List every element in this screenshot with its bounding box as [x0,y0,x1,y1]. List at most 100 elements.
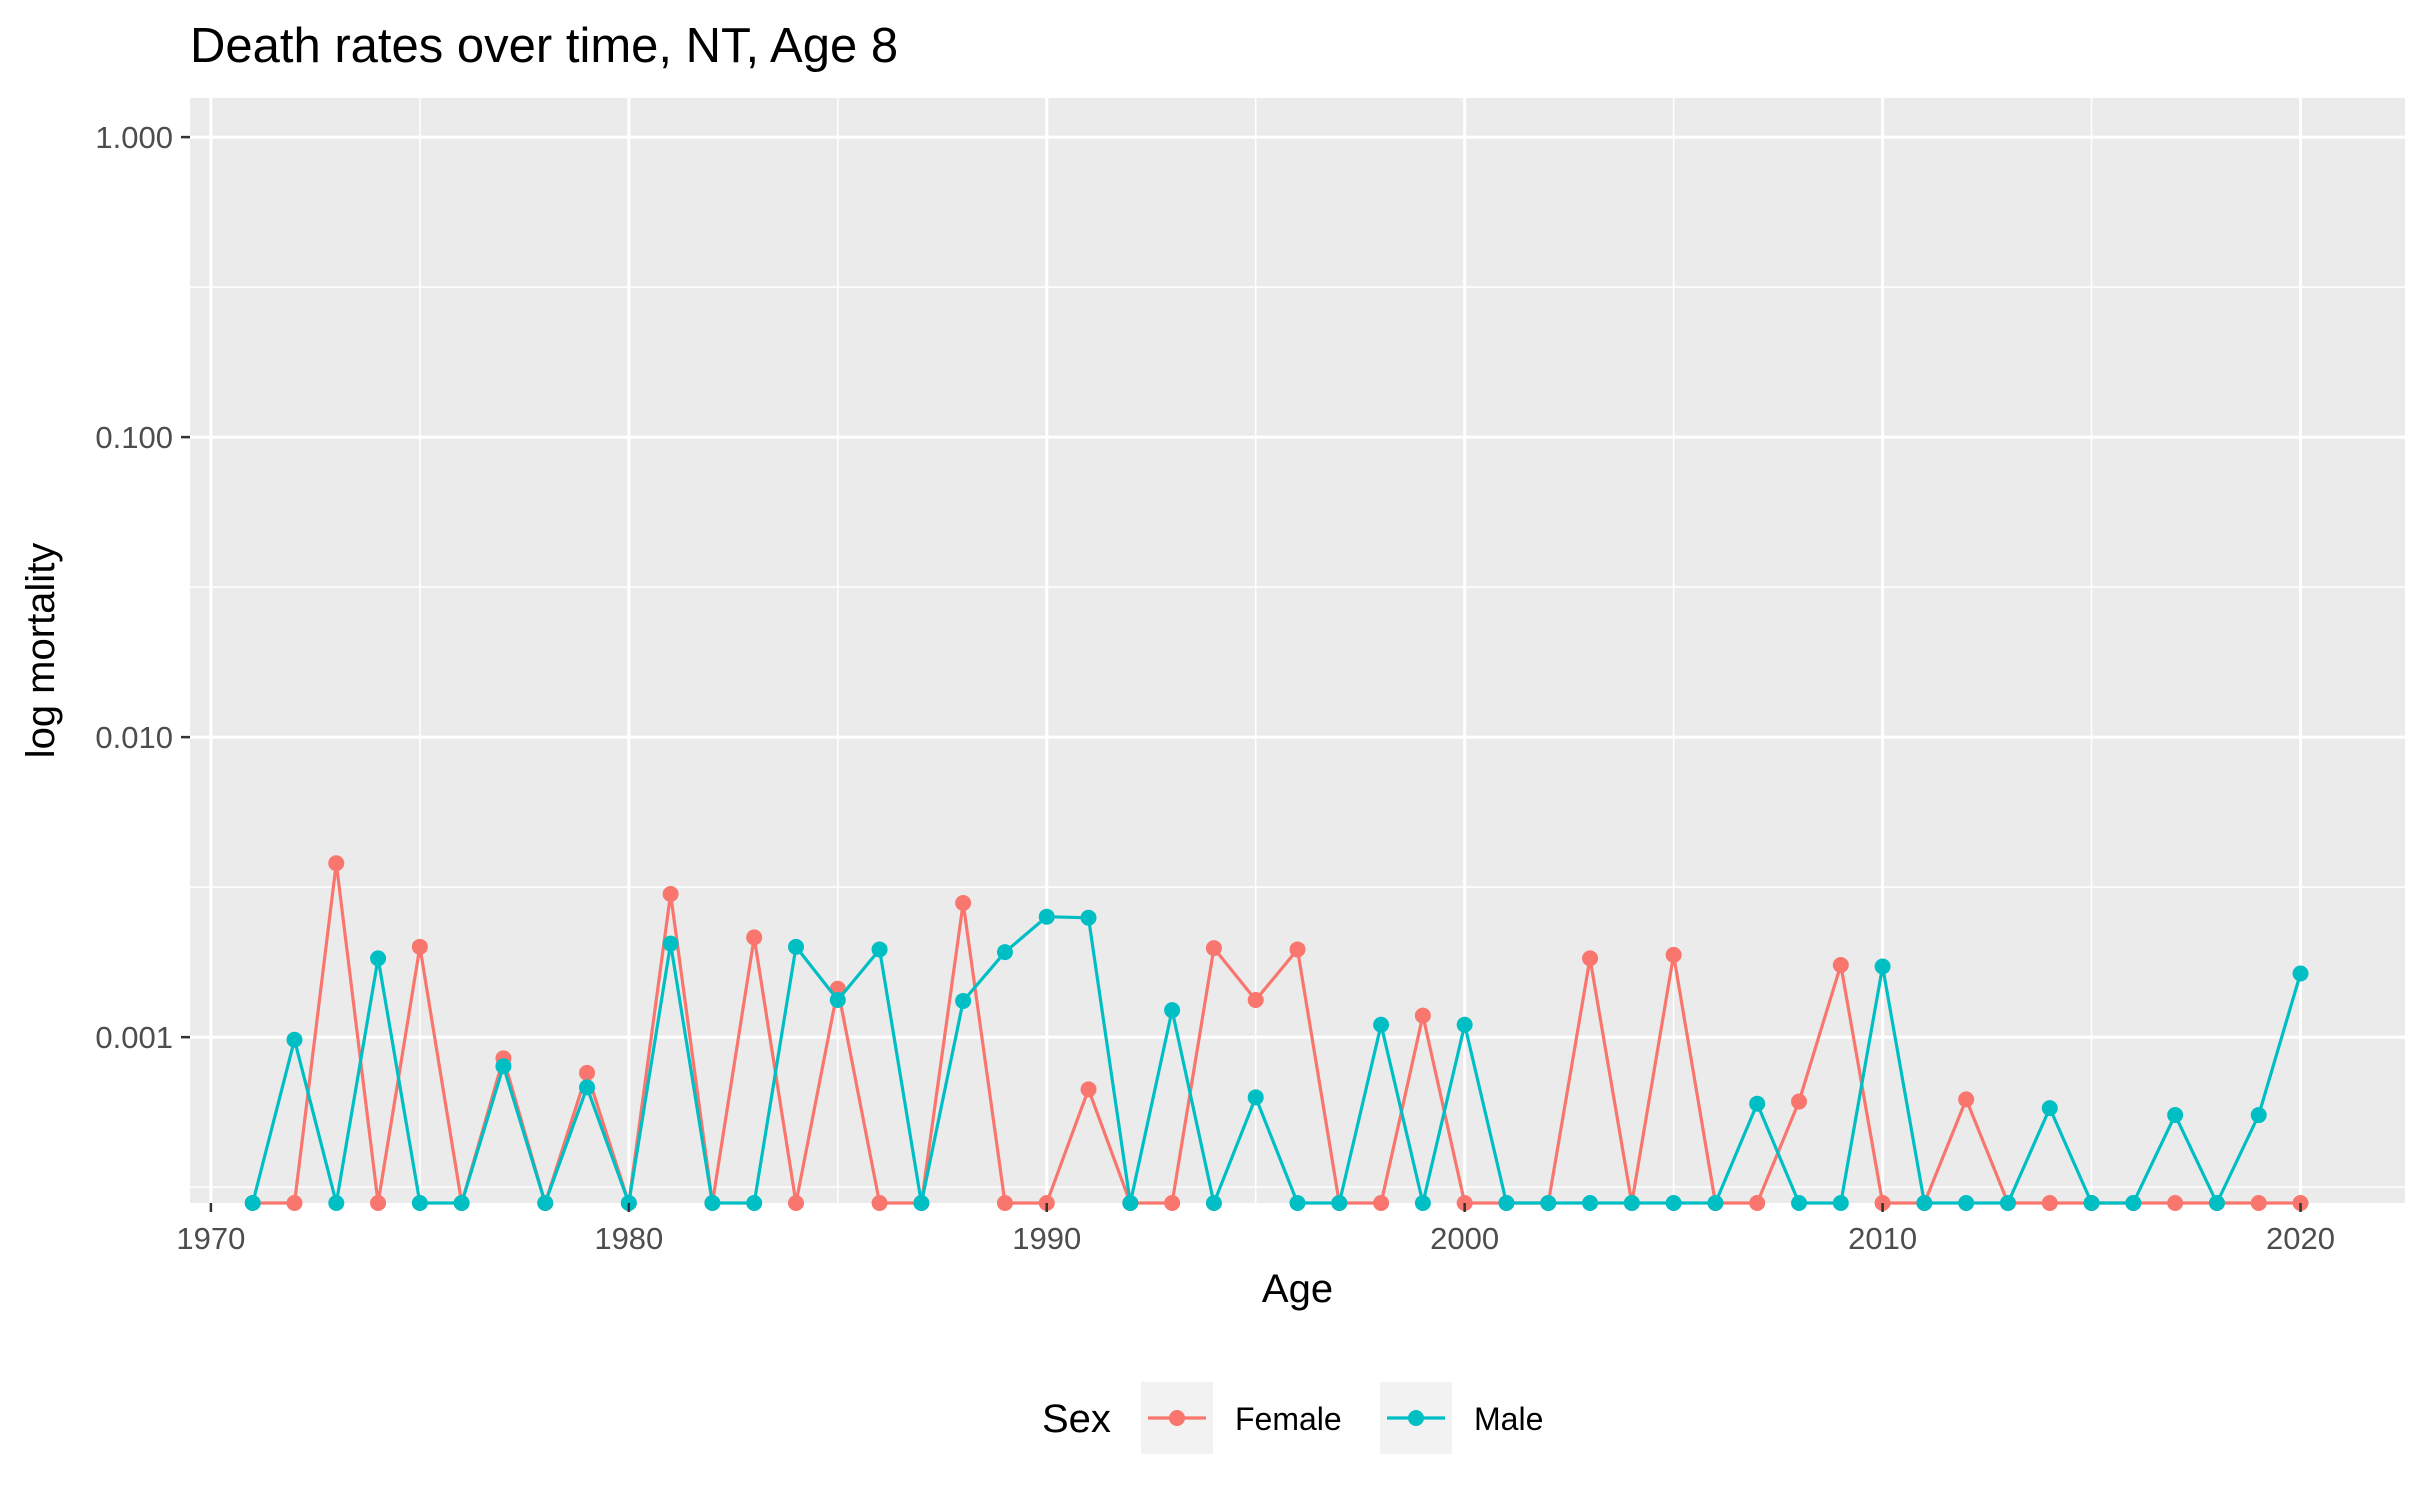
data-point-male [2041,1100,2058,1117]
legend: Sex Female Male [1042,1382,1543,1454]
data-point-female [1164,1195,1181,1211]
x-tick-label: 1970 [176,1221,245,1256]
data-point-male [537,1195,554,1211]
x-tick-label: 2010 [1848,1221,1917,1256]
data-point-female [1749,1195,1766,1211]
y-tick-label: 1.000 [95,120,173,155]
data-point-male [2083,1195,2100,1211]
legend-label-female: Female [1235,1401,1342,1437]
data-point-male [579,1079,596,1096]
data-point-male [996,944,1013,961]
data-point-male [1749,1095,1766,1112]
data-point-male [871,941,888,958]
data-point-male [1707,1195,1724,1211]
data-point-female [579,1064,596,1081]
chart-title: Death rates over time, NT, Age 8 [190,19,898,73]
data-point-female [370,1195,387,1211]
legend-label-male: Male [1474,1401,1543,1437]
data-point-male [2208,1195,2225,1211]
data-point-male [1456,1016,1473,1033]
data-point-female [787,1195,804,1211]
data-point-female [2167,1195,2184,1211]
legend-key-point [1169,1410,1185,1426]
series-male [244,908,2309,1211]
data-point-female [1832,956,1849,973]
data-point-female [871,1195,888,1211]
series-layer [244,855,2309,1211]
data-point-male [453,1195,470,1211]
data-point-male [746,1195,763,1211]
data-point-male [1874,958,1891,975]
data-point-male [1038,908,1055,925]
data-point-male [1331,1195,1348,1211]
data-point-female [955,894,972,911]
data-point-female [1665,946,1682,963]
data-point-male [1164,1002,1181,1019]
data-point-male [1999,1195,2016,1211]
data-point-male [1122,1195,1139,1211]
data-point-male [370,950,387,967]
data-point-female [411,938,428,955]
data-point-male [1080,909,1097,926]
data-point-male [1665,1195,1682,1211]
data-point-male [1582,1195,1599,1211]
x-tick-label: 2000 [1430,1221,1499,1256]
data-point-female [1958,1091,1975,1108]
data-point-female [1791,1093,1808,1110]
data-point-female [1373,1195,1390,1211]
data-point-female [286,1195,303,1211]
data-point-male [1916,1195,1933,1211]
axes: 1970 1980 1990 2000 2010 2020 0.001 0.010 0.100 1… [95,120,2335,1256]
x-tick-label: 2020 [2266,1221,2335,1256]
data-point-male [704,1195,721,1211]
y-tick-label: 0.001 [95,1020,173,1055]
y-axis-title: log mortality [19,543,63,759]
x-axis-title: Age [1262,1267,1333,1311]
data-point-female [1582,950,1599,967]
data-point-female [1247,991,1264,1008]
data-point-male [1289,1195,1306,1211]
data-point-female [2041,1195,2058,1211]
data-point-male [787,938,804,955]
data-point-male [1205,1195,1222,1211]
series-line-female [252,861,2301,1205]
data-point-male [2292,965,2309,982]
gridlines [190,98,2405,1203]
data-point-male [1414,1195,1431,1211]
x-tick-label: 1980 [594,1221,663,1256]
data-point-female [1414,1007,1431,1024]
data-point-female [328,855,345,872]
x-tick-label: 1990 [1012,1221,1081,1256]
data-point-male [1958,1195,1975,1211]
data-point-female [746,929,763,946]
data-point-male [411,1195,428,1211]
data-point-female [1080,1081,1097,1098]
legend-item-female: Female [1141,1382,1342,1454]
data-point-female [662,885,679,902]
data-point-male [1498,1195,1515,1211]
data-point-male [495,1058,512,1075]
legend-item-male: Male [1380,1382,1543,1454]
data-point-male [286,1031,303,1048]
data-point-male [1623,1195,1640,1211]
data-point-female [1289,941,1306,958]
data-point-male [1540,1195,1557,1211]
y-tick-label: 0.010 [95,720,173,755]
data-point-female [996,1195,1013,1211]
data-point-male [829,991,846,1008]
data-point-male [1373,1016,1390,1033]
legend-title: Sex [1042,1397,1111,1441]
data-point-male [1791,1195,1808,1211]
data-point-male [913,1195,930,1211]
data-point-male [328,1195,345,1211]
data-point-male [244,1195,261,1211]
data-point-male [1247,1089,1264,1106]
data-point-female [1205,940,1222,957]
data-point-male [2167,1107,2184,1124]
data-point-male [2250,1107,2267,1124]
legend-items: Female Male [1141,1382,1543,1454]
data-point-male [662,935,679,952]
legend-key-point [1408,1410,1424,1426]
y-tick-label: 0.100 [95,420,173,455]
